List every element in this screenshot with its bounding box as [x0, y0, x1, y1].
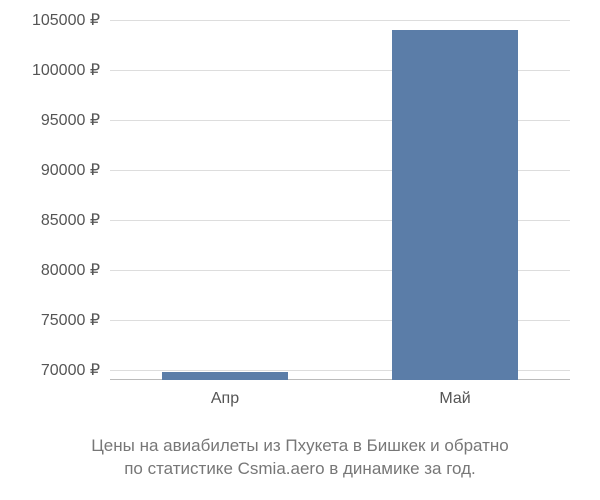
y-tick-label: 70000 ₽ — [0, 360, 100, 380]
price-dynamics-chart: 70000 ₽ 75000 ₽ 80000 ₽ 85000 ₽ 90000 ₽ 95000… — [0, 0, 600, 430]
bar — [392, 30, 519, 380]
caption-line-2: по статистике Csmia.aero в динамике за г… — [124, 459, 476, 478]
y-tick-label: 80000 ₽ — [0, 260, 100, 280]
y-tick-label: 95000 ₽ — [0, 110, 100, 130]
gridline — [110, 20, 570, 21]
y-tick-label: 105000 ₽ — [0, 10, 100, 30]
y-tick-label: 75000 ₽ — [0, 310, 100, 330]
caption-line-1: Цены на авиабилеты из Пхукета в Бишкек и… — [91, 436, 509, 455]
y-tick-label: 100000 ₽ — [0, 60, 100, 80]
chart-caption: Цены на авиабилеты из Пхукета в Бишкек и… — [0, 435, 600, 481]
plot-area: 70000 ₽75000 ₽80000 ₽85000 ₽90000 ₽95000… — [110, 20, 570, 380]
y-tick-label: 85000 ₽ — [0, 210, 100, 230]
x-tick-label: Апр — [211, 390, 239, 408]
bar — [162, 372, 289, 380]
x-tick-label: Май — [439, 390, 470, 408]
y-tick-label: 90000 ₽ — [0, 160, 100, 180]
